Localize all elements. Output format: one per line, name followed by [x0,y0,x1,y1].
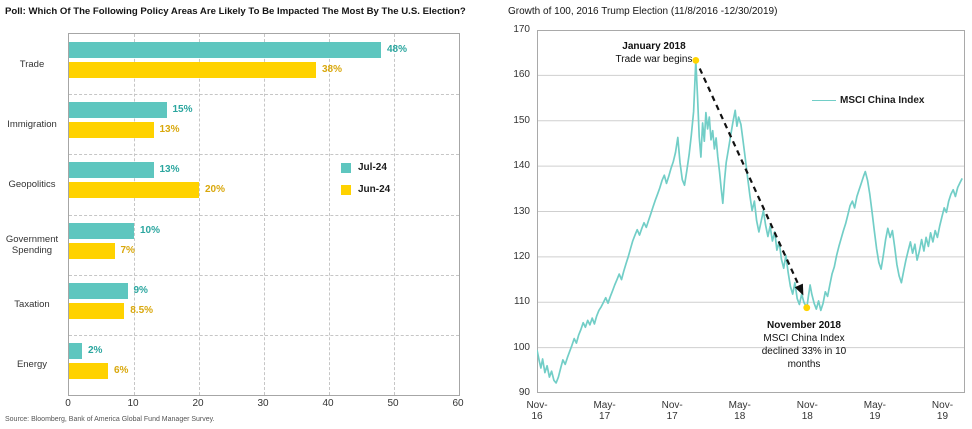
category-label: Trade [19,58,45,70]
bar-jul-24 [69,282,128,299]
y-tick-label: 140 [513,160,530,172]
bar-jun-24 [69,302,125,319]
bar-jun-24 [69,362,108,379]
annotation-january-2018: January 2018 Trade war begins [597,40,711,66]
annotation-line: months [787,359,821,370]
bar-value-label: 15% [172,104,193,116]
x-tick-label: 10 [127,398,139,409]
event-marker-dot [692,57,700,64]
bar-value-label: 10% [140,224,161,236]
line-series-icon [812,100,836,101]
x-tick-label: 0 [65,398,71,409]
bar-value-label: 7% [120,244,135,256]
legend-item-jun24: Jun-24 [341,184,390,195]
x-tick-label: Nov-17 [661,400,683,422]
msci-line-chart-plot [536,30,965,393]
bar-jun-24 [69,62,316,78]
annotation-line: declined 33% in 10 [761,346,847,357]
x-tick-label: 50 [387,398,399,409]
annotation-november-2018: November 2018 MSCI China Index declined 33… [740,319,868,371]
y-tick-label: 90 [518,387,530,398]
msci-china-index-line [536,59,963,384]
poll-chart-legend: Jul-24 Jun-24 [341,162,390,206]
row-separator [69,274,459,276]
x-tick-label: 60 [452,398,464,409]
annotation-line: January 2018 [622,41,686,52]
bar-jun-24 [69,122,154,139]
x-tick-label: Nov-18 [796,400,818,422]
row-separator [69,94,459,96]
bar-value-label: 13% [159,164,180,176]
bar-value-label: 9% [133,284,148,296]
jul24-legend-label: Jul-24 [358,162,387,173]
row-separator [69,154,459,156]
y-tick-label: 100 [513,341,530,353]
plot-border [537,30,965,393]
line-chart-title: Growth of 100, 2016 Trump Election (11/8… [508,6,778,17]
legend-item-jul24: Jul-24 [341,162,390,173]
bar-jun-24 [69,242,115,259]
bar-value-label: 6% [114,364,129,376]
poll-bar-chart-plot: Jul-24 Jun-24 Trade 48% 38% Immigration 15% 1… [6,33,460,396]
row-separator [69,334,459,336]
bar-value-label: 48% [387,44,408,55]
x-tick-label: 30 [257,398,269,409]
event-marker-dot [803,304,811,312]
bar-jul-24 [69,342,82,359]
decline-arrow [698,68,800,286]
arrowhead-icon [794,283,804,296]
bar-jul-24 [69,102,167,119]
bar-jun-24 [69,182,199,199]
bar-value-label: 2% [88,344,103,356]
y-tick-label: 160 [513,69,530,81]
x-tick-label: May-19 [863,400,886,422]
y-tick-label: 110 [514,296,530,308]
bar-jul-24 [69,162,154,179]
x-tick-label: 40 [322,398,334,409]
jun24-swatch-icon [341,184,351,195]
row-separator [69,214,459,216]
line-chart-svg [536,30,965,393]
y-tick-label: 120 [513,250,530,262]
category-label: Energy [16,359,48,371]
poll-chart-title: Poll: Which Of The Following Policy Area… [5,6,466,17]
jul24-swatch-icon [341,162,351,173]
y-tick-label: 150 [513,114,530,126]
y-tick-label: 130 [513,205,530,217]
bar-jul-24 [69,222,134,239]
category-label: Taxation [14,299,50,311]
bar-value-label: 20% [205,184,226,196]
jun24-legend-label: Jun-24 [358,184,391,195]
category-label: Immigration [7,118,57,130]
x-tick-label: Nov-16 [526,400,548,422]
bar-value-label: 13% [159,124,180,136]
annotation-line: MSCI China Index [763,333,845,344]
category-label: Geopolitics [8,178,56,190]
annotation-line: Trade war begins [615,54,693,65]
category-label: Government Spending [5,233,59,256]
x-tick-label: May-18 [728,400,751,422]
source-note: Source: Bloomberg, Bank of America Globa… [5,416,215,423]
bar-value-label: 38% [322,64,343,75]
annotation-line: November 2018 [767,320,841,331]
bar-jul-24 [69,42,381,58]
line-chart-legend: MSCI China Index [812,95,924,106]
x-tick-label: 20 [192,398,204,409]
x-tick-label: Nov-19 [931,400,954,422]
bar-value-label: 8.5% [130,304,154,316]
msci-legend-label: MSCI China Index [840,95,925,106]
x-tick-label: May-17 [593,400,616,422]
y-tick-label: 170 [513,24,530,35]
